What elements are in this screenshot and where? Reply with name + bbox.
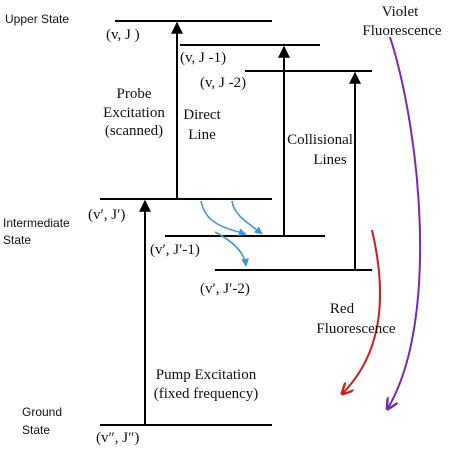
- probe-label-1: Probe: [117, 86, 152, 102]
- violet-fluorescence-label-2: Fluorescence: [362, 23, 441, 39]
- pump-label-2: (fixed frequency): [154, 386, 259, 402]
- collision-arrow-c: [214, 231, 250, 267]
- level-label-intermediate-j: (v′, J′): [88, 207, 125, 223]
- ground-state-label-2: State: [22, 423, 50, 437]
- pump-label-1: Pump Excitation: [156, 367, 257, 383]
- probe-label-3: (scanned): [105, 123, 163, 139]
- red-fluorescence-arrow: [343, 229, 382, 393]
- level-label-ground: (v″, J″): [96, 430, 139, 446]
- level-label-intermediate-j-minus-1: (v′, J′-1): [150, 242, 200, 258]
- upper-state-label: Upper State: [5, 12, 69, 26]
- direct-line-label-1: Direct: [183, 107, 221, 123]
- collisional-lines-label-2: Lines: [313, 152, 346, 168]
- level-label-upper-j-minus-2: (v, J -2): [200, 75, 246, 91]
- probe-label-2: Excitation: [103, 105, 165, 121]
- intermediate-state-label-1: Intermediate: [3, 216, 70, 230]
- collision-arrow-b: [231, 200, 263, 235]
- collision-transfer-arrows: [200, 200, 263, 267]
- level-label-upper-j-minus-1: (v, J -1): [180, 50, 226, 66]
- direct-line-label-2: Line: [188, 127, 216, 143]
- violet-fluorescence-label-1: Violet: [382, 4, 419, 20]
- transition-arrows: [139, 21, 361, 425]
- red-fluorescence-label-1: Red: [330, 301, 355, 317]
- violet-fluorescence-arrow: [388, 36, 422, 408]
- level-label-upper-j: (v, J ): [106, 27, 140, 43]
- collisional-lines-label-1: Collisional: [287, 132, 353, 148]
- red-fluorescence-label-2: Fluorescence: [316, 321, 395, 337]
- intermediate-state-label-2: State: [3, 233, 31, 247]
- level-label-intermediate-j-minus-2: (v′, J′-2): [200, 281, 250, 297]
- collision-arrow-a: [200, 200, 247, 237]
- ground-state-label-1: Ground: [22, 405, 62, 419]
